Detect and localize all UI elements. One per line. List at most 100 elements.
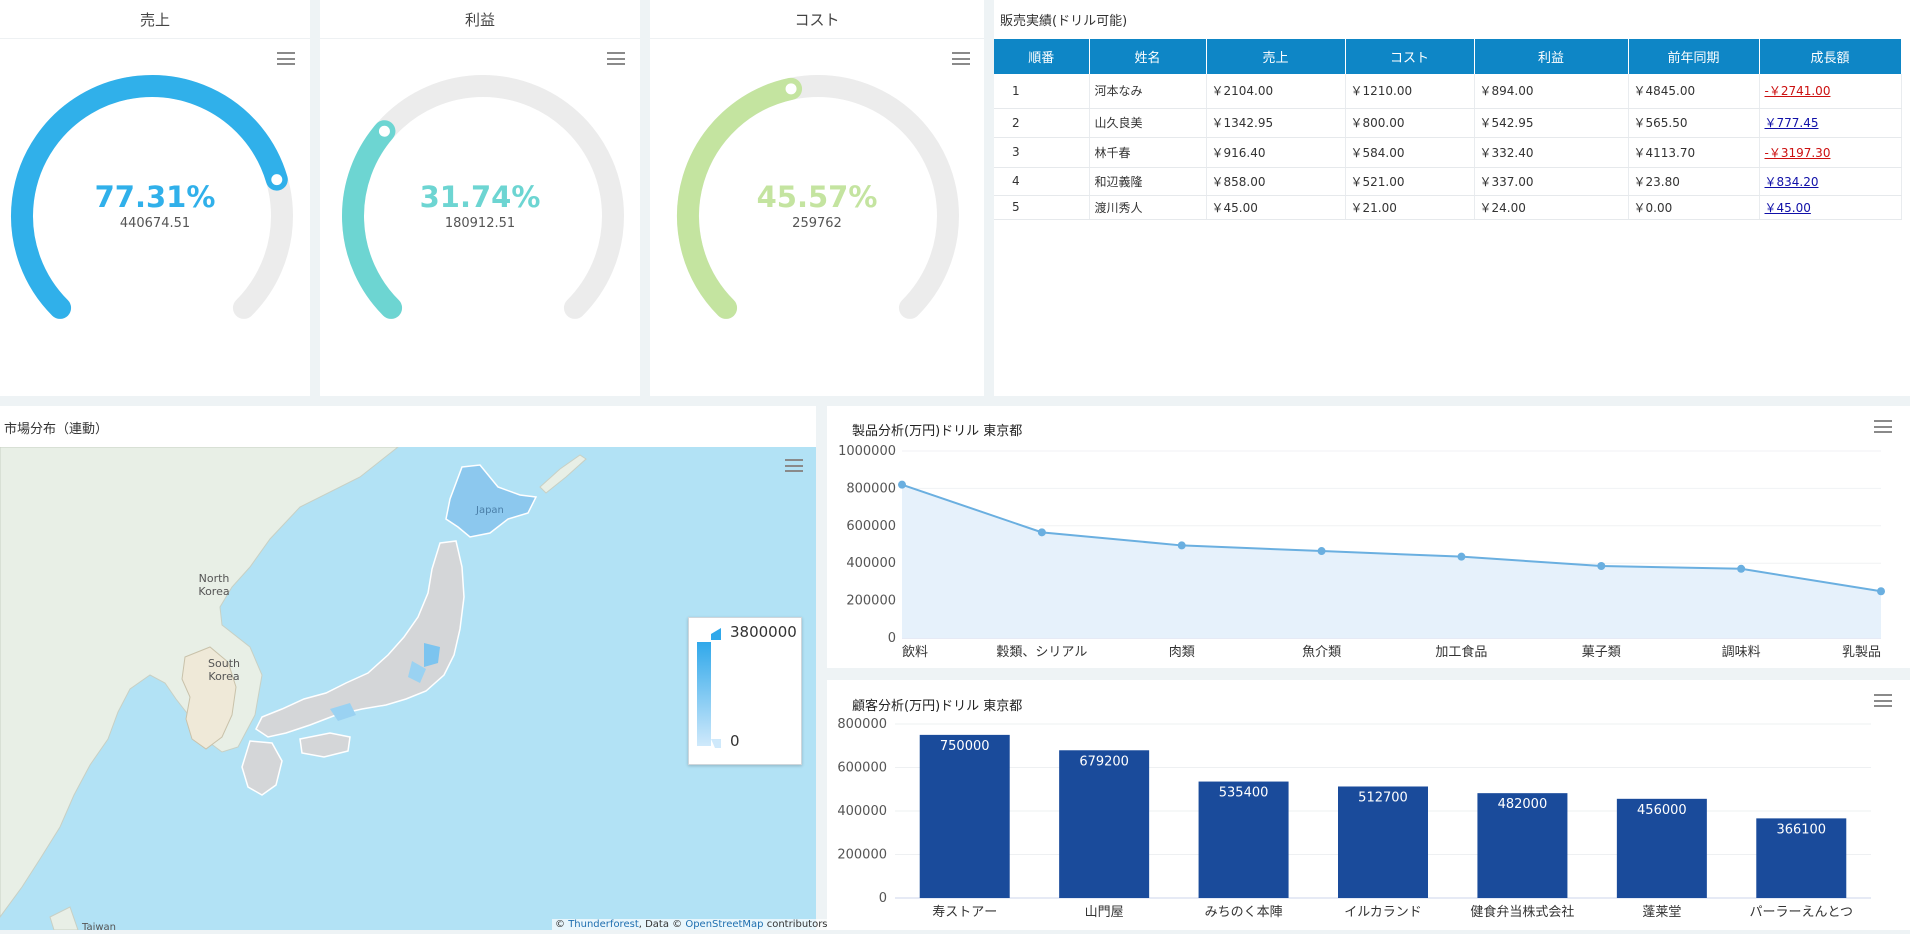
table-row[interactable]: 2 山久良美 ￥1342.95 ￥800.00 ￥542.95 ￥565.50 … xyxy=(994,108,1902,138)
table-cell: ￥45.00 xyxy=(1206,195,1346,220)
table-cell: 山久良美 xyxy=(1089,108,1207,138)
legend-gradient xyxy=(697,628,721,748)
x-tick-label: 健食弁当株式会社 xyxy=(1470,904,1574,920)
table-cell: ￥4845.00 xyxy=(1628,74,1760,109)
growth-link[interactable]: -￥2741.00 xyxy=(1764,84,1831,99)
table-row[interactable]: 4 和辺義隆 ￥858.00 ￥521.00 ￥337.00 ￥23.80 ￥8… xyxy=(994,167,1902,196)
growth-link[interactable]: -￥3197.30 xyxy=(1764,145,1831,160)
attribution-text: contributors xyxy=(763,919,828,930)
table-cell: ￥45.00 xyxy=(1759,195,1902,220)
column-header[interactable]: 順番 xyxy=(994,39,1090,74)
x-tick-label: 加工食品 xyxy=(1435,644,1487,660)
column-header[interactable]: コスト xyxy=(1345,39,1475,74)
data-point[interactable] xyxy=(1317,547,1326,556)
table-cell: -￥3197.30 xyxy=(1759,137,1902,168)
table-cell: -￥2741.00 xyxy=(1759,74,1902,109)
table-cell: ￥800.00 xyxy=(1345,108,1475,138)
bar-value-label: 750000 xyxy=(940,739,990,754)
gauge-panel-sales: 売上 77.31% 440674.51 xyxy=(0,0,310,396)
table-cell: ￥1210.00 xyxy=(1345,74,1475,109)
y-tick-label: 600000 xyxy=(846,519,896,534)
data-point[interactable] xyxy=(1737,564,1746,573)
bar[interactable] xyxy=(919,734,1010,898)
map-label-taiwan: Taiwan xyxy=(82,922,117,933)
table-cell: ￥332.40 xyxy=(1474,137,1629,168)
map-view[interactable]: Japan North Korea South Korea Taiwan xyxy=(0,446,816,933)
table-cell: 5 xyxy=(994,195,1090,220)
table-row[interactable]: 1 河本なみ ￥2104.00 ￥1210.00 ￥894.00 ￥4845.0… xyxy=(994,74,1902,109)
product-chart-title: 製品分析(万円)ドリル 東京都 xyxy=(852,424,1023,439)
table-row[interactable]: 3 林千春 ￥916.40 ￥584.00 ￥332.40 ￥4113.70 -… xyxy=(994,137,1902,168)
data-point[interactable] xyxy=(1597,562,1606,571)
menu-icon[interactable] xyxy=(952,52,970,65)
gauge-handle xyxy=(375,122,393,140)
attribution-text: , Data © xyxy=(638,919,686,930)
data-point[interactable] xyxy=(1037,528,1046,537)
table-cell: ￥777.45 xyxy=(1759,108,1902,138)
x-tick-label: 寿ストアー xyxy=(932,905,997,920)
gauge-title: 利益 xyxy=(320,0,640,39)
table-cell: 渡川秀人 xyxy=(1089,195,1207,220)
growth-link[interactable]: ￥777.45 xyxy=(1764,116,1819,130)
x-tick-label: パーラーえんとつ xyxy=(1750,905,1853,920)
data-point[interactable] xyxy=(1177,541,1186,550)
table-cell: ￥565.50 xyxy=(1628,108,1760,138)
table-cell: ￥894.00 xyxy=(1474,74,1629,109)
bar[interactable] xyxy=(1059,750,1150,898)
table-cell: ￥916.40 xyxy=(1206,137,1346,168)
bar[interactable] xyxy=(1616,798,1707,898)
bar[interactable] xyxy=(1477,793,1568,898)
gauge-title: 売上 xyxy=(0,0,310,39)
map-attribution: © Thunderforest, Data © OpenStreetMap co… xyxy=(552,919,831,930)
y-tick-label: 0 xyxy=(879,891,887,906)
y-tick-label: 1000000 xyxy=(838,444,896,459)
y-tick-label: 800000 xyxy=(837,717,887,732)
thunderforest-link[interactable]: Thunderforest xyxy=(568,919,639,930)
data-point[interactable] xyxy=(898,480,906,489)
bar-value-label: 456000 xyxy=(1637,803,1687,818)
table-cell: ￥23.80 xyxy=(1628,167,1760,196)
menu-icon[interactable] xyxy=(1874,420,1892,433)
table-header-row: 順番 姓名 売上 コスト 利益 前年同期 成長額 xyxy=(994,39,1902,74)
series-line xyxy=(901,483,1882,593)
y-tick-label: 800000 xyxy=(846,481,896,496)
gauge-panel-profit: 利益 31.74% 180912.51 xyxy=(320,0,640,396)
gauge-chart xyxy=(677,75,959,319)
column-header[interactable]: 売上 xyxy=(1206,39,1346,74)
sales-table-title: 販売実績(ドリル可能) xyxy=(1000,14,1128,29)
gauge-title: コスト xyxy=(650,0,984,39)
data-point[interactable] xyxy=(1877,587,1885,596)
menu-icon[interactable] xyxy=(785,459,803,472)
column-header[interactable]: 姓名 xyxy=(1089,39,1207,74)
customer-bar-chart: 0 200000 400000 600000 800000 750000 寿ストアー 6792… xyxy=(837,717,1871,920)
column-header[interactable]: 利益 xyxy=(1474,39,1629,74)
table-cell: ￥4113.70 xyxy=(1628,137,1760,168)
map-legend: 3800000 0 xyxy=(688,617,802,765)
bar[interactable] xyxy=(1756,818,1847,898)
sales-table-panel: 販売実績(ドリル可能) 順番 姓名 売上 コスト 利益 前年同期 成長額 1 河… xyxy=(994,0,1910,396)
table-cell: ￥0.00 xyxy=(1628,195,1760,220)
x-tick-label: 飲料 xyxy=(902,644,928,660)
growth-link[interactable]: ￥834.20 xyxy=(1764,174,1819,189)
bar[interactable] xyxy=(1338,786,1428,898)
menu-icon[interactable] xyxy=(277,52,295,65)
bar[interactable] xyxy=(1198,781,1289,898)
growth-link[interactable]: ￥45.00 xyxy=(1764,200,1811,215)
data-point[interactable] xyxy=(1457,552,1466,561)
osm-link[interactable]: OpenStreetMap xyxy=(685,919,764,930)
bar-value-label: 535400 xyxy=(1219,786,1269,801)
gauge-handle xyxy=(268,171,286,189)
gauge-chart xyxy=(342,75,624,319)
table-cell: ￥21.00 xyxy=(1345,195,1475,220)
column-header[interactable]: 成長額 xyxy=(1759,39,1902,74)
y-tick-label: 0 xyxy=(888,631,896,646)
column-header[interactable]: 前年同期 xyxy=(1628,39,1760,74)
bar-value-label: 679200 xyxy=(1079,754,1129,769)
gauge-percent: 77.31% xyxy=(94,180,216,214)
menu-icon[interactable] xyxy=(1874,694,1892,707)
menu-icon[interactable] xyxy=(607,52,625,65)
y-tick-label: 200000 xyxy=(837,848,887,863)
table-row[interactable]: 5 渡川秀人 ￥45.00 ￥21.00 ￥24.00 ￥0.00 ￥45.00 xyxy=(994,195,1902,220)
gauge-chart xyxy=(11,75,293,319)
table-cell: ￥337.00 xyxy=(1474,167,1629,196)
